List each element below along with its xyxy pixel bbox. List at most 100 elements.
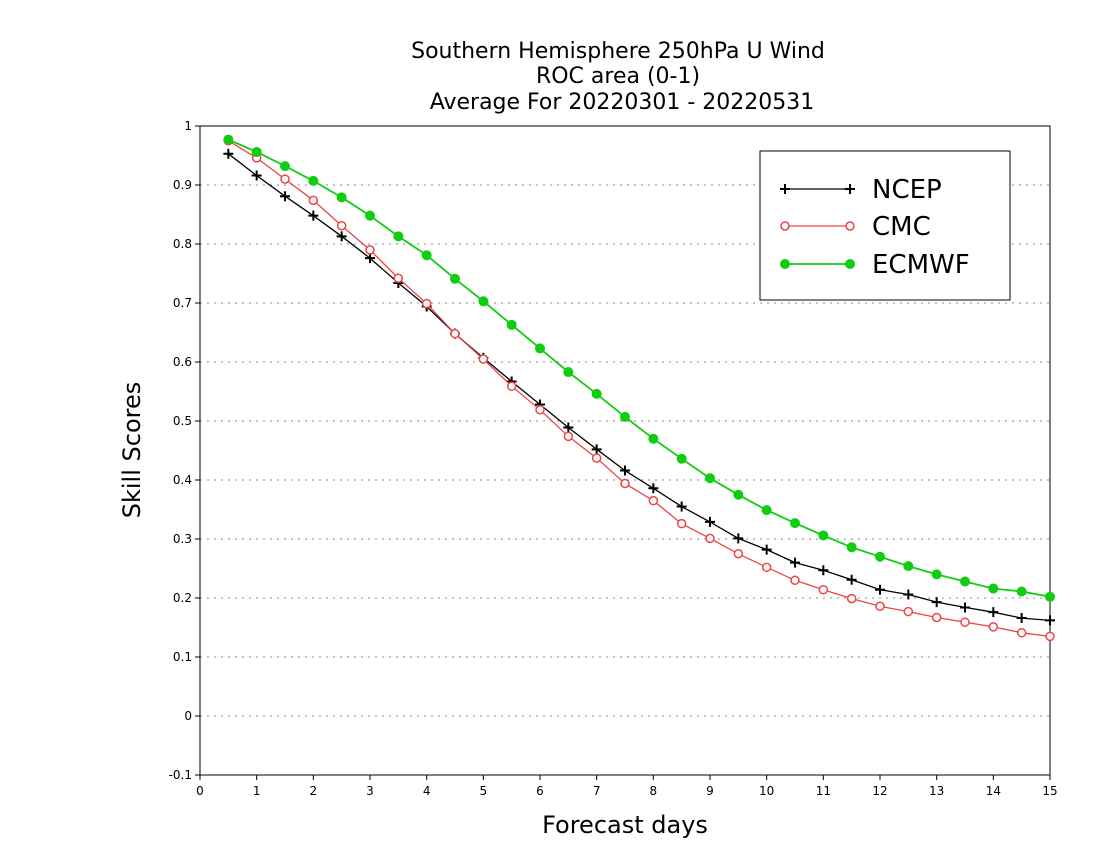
y-tick-label: 0 (184, 709, 192, 723)
data-point-ncep (875, 584, 885, 595)
y-tick-label: 0.6 (173, 355, 192, 369)
data-point-ecmwf (365, 210, 375, 221)
data-point-ecmwf (733, 489, 744, 500)
series-lines (223, 134, 1055, 642)
data-point-ecmwf (620, 411, 630, 422)
data-point-ncep (676, 501, 687, 512)
data-point-cmc (393, 273, 404, 283)
title-line-1: Southern Hemisphere 250hPa U Wind (411, 39, 825, 64)
legend-marker-ncep (780, 184, 790, 194)
data-point-ncep (620, 465, 630, 476)
data-point-ncep (563, 422, 574, 433)
data-point-cmc (988, 622, 999, 632)
data-point-ecmwf (450, 273, 460, 284)
data-point-ecmwf (648, 433, 659, 444)
legend: NCEP CMC ECMWF (759, 150, 1011, 301)
x-tick-label: 8 (650, 784, 658, 798)
data-point-ecmwf (676, 453, 687, 464)
data-point-cmc (450, 328, 460, 339)
y-tick-label: 0.5 (173, 414, 192, 428)
data-point-ncep (336, 231, 347, 242)
data-point-cmc (960, 617, 970, 627)
title-line-2: ROC area (0-1) (536, 64, 700, 89)
data-point-ecmwf (591, 388, 602, 399)
data-point-ecmwf (960, 576, 970, 587)
legend-marker-cmc (845, 221, 855, 231)
x-tick-label: 15 (1042, 784, 1057, 798)
data-point-ecmwf (988, 583, 999, 594)
data-point-cmc (591, 453, 602, 463)
gridlines (200, 184, 1050, 717)
series-cmc (223, 136, 1055, 642)
data-point-cmc (308, 195, 319, 206)
data-point-ncep (1016, 613, 1027, 624)
chart-title: Southern Hemisphere 250hPa U Wind ROC ar… (411, 39, 825, 115)
data-point-ecmwf (875, 551, 885, 562)
data-point-ecmwf (478, 296, 489, 307)
data-point-ncep (846, 574, 857, 585)
data-point-cmc (478, 354, 489, 364)
data-point-cmc (421, 298, 432, 309)
data-point-cmc (1016, 628, 1027, 638)
y-tick-label: 0.2 (173, 591, 192, 605)
data-point-cmc (365, 245, 375, 255)
x-tick-label: 12 (872, 784, 887, 798)
data-point-ncep (648, 483, 659, 494)
x-tick-label: 11 (816, 784, 831, 798)
data-point-ecmwf (421, 250, 432, 261)
data-point-ecmwf (818, 530, 829, 541)
data-point-cmc (705, 533, 715, 544)
data-point-ncep (733, 533, 744, 544)
x-tick-label: 7 (593, 784, 601, 798)
x-tick-label: 1 (253, 784, 261, 798)
legend-marker-ecmwf (780, 259, 790, 269)
data-point-ncep (988, 607, 999, 618)
data-point-ecmwf (280, 161, 290, 172)
plot-frame (199, 125, 1051, 776)
data-point-ecmwf (308, 175, 319, 186)
data-point-ncep (903, 589, 914, 600)
data-point-ecmwf (506, 319, 517, 330)
legend-label-ecmwf: ECMWF (872, 250, 970, 280)
data-point-ncep (931, 597, 942, 608)
data-point-ecmwf (790, 518, 800, 529)
legend-swatches (780, 184, 855, 269)
data-point-ecmwf (761, 505, 772, 516)
x-tick-label: 6 (536, 784, 544, 798)
data-point-cmc (648, 495, 659, 506)
x-tick-label: 14 (986, 784, 1001, 798)
data-point-ncep (308, 210, 319, 221)
data-point-ecmwf (336, 192, 347, 203)
data-point-ecmwf (846, 542, 857, 553)
data-point-ecmwf (1016, 586, 1027, 597)
data-point-ecmwf (931, 569, 942, 580)
x-tick-labels: 0 1 2 3 4 5 6 7 8 9 10 11 12 13 14 15 (196, 784, 1057, 798)
y-tick-label: 0.7 (173, 296, 192, 310)
y-tick-label: 0.1 (173, 650, 192, 664)
legend-marker-ecmwf (845, 259, 855, 269)
x-axis-title: Forecast days (542, 811, 708, 839)
data-point-cmc (875, 601, 885, 612)
y-tick-labels: -0.1 0 0.1 0.2 0.3 0.4 0.5 0.6 0.7 0.8 0.9 1 (169, 119, 192, 782)
data-point-cmc (903, 606, 914, 617)
data-point-ecmwf (705, 473, 715, 484)
y-axis-title: Skill Scores (118, 382, 146, 519)
y-tick-label: 0.9 (173, 178, 192, 192)
data-point-cmc (535, 405, 545, 415)
data-point-ecmwf (903, 561, 914, 572)
data-point-ncep (818, 565, 829, 576)
x-tick-label: 0 (196, 784, 204, 798)
data-point-ncep (960, 602, 970, 613)
data-point-ncep (251, 170, 262, 181)
x-tick-label: 5 (480, 784, 488, 798)
x-tick-label: 9 (706, 784, 714, 798)
title-line-3: Average For 20220301 - 20220531 (430, 90, 815, 115)
data-point-ncep (705, 516, 715, 527)
x-tick-label: 4 (423, 784, 431, 798)
x-tick-label: 13 (929, 784, 944, 798)
data-point-cmc (506, 381, 517, 391)
data-point-cmc (790, 575, 800, 586)
data-point-ncep (790, 557, 800, 568)
y-tick-label: -0.1 (169, 768, 192, 782)
